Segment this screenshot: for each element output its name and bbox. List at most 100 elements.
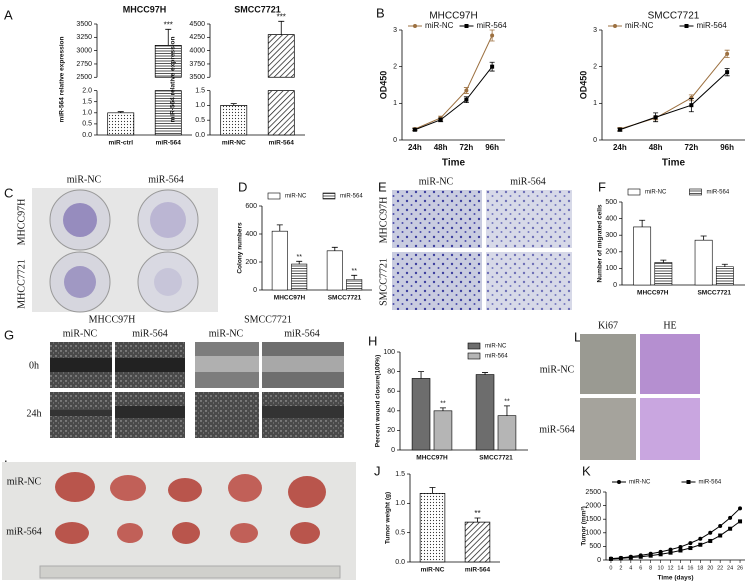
x-tick-label: 72h bbox=[684, 143, 698, 152]
series-line bbox=[619, 71, 728, 131]
panel-c: miR-NC miR-564 MHCC97H MHCC7721 bbox=[16, 174, 218, 313]
x-tick-label: SMCC7721 bbox=[479, 455, 513, 462]
x-tick-label: 0 bbox=[609, 565, 612, 571]
error-bar bbox=[429, 487, 436, 494]
bar bbox=[715, 266, 734, 286]
y-tick-label: 20 bbox=[387, 427, 395, 434]
axis-break bbox=[93, 81, 192, 86]
data-point bbox=[490, 33, 495, 38]
x-tick-label: 14 bbox=[677, 565, 683, 571]
data-point bbox=[718, 524, 723, 528]
bar bbox=[633, 226, 652, 286]
y-tick-label: 1.5 bbox=[82, 99, 92, 106]
micrograph bbox=[392, 252, 482, 310]
x-tick-label: 96h bbox=[720, 143, 734, 152]
column-label: miR-564 bbox=[284, 328, 320, 339]
data-point bbox=[728, 515, 733, 520]
legend-swatch bbox=[467, 352, 481, 360]
wound-gap bbox=[262, 356, 344, 372]
y-tick-label: 1.5 bbox=[195, 87, 205, 94]
data-point bbox=[698, 542, 703, 547]
micrograph bbox=[640, 398, 700, 460]
column-label: Ki67 bbox=[598, 320, 618, 331]
y-tick-label: 2500 bbox=[585, 489, 601, 496]
y-tick-label: 1000 bbox=[585, 530, 601, 537]
error-bar bbox=[503, 405, 510, 416]
x-tick-label: 2 bbox=[619, 565, 622, 571]
panel-letter: H bbox=[368, 333, 377, 348]
series-line bbox=[414, 66, 493, 131]
bar bbox=[433, 410, 453, 451]
y-tick-label: 0 bbox=[393, 137, 397, 144]
x-tick-label: 24h bbox=[613, 143, 627, 152]
micrograph bbox=[486, 252, 572, 310]
bar bbox=[411, 378, 431, 451]
error-bar bbox=[439, 407, 446, 411]
x-axis-label: Time bbox=[662, 158, 686, 169]
y-tick-label: 3 bbox=[393, 27, 397, 34]
panel-l: Ki67 HE miR-NC miR-564 bbox=[539, 320, 700, 460]
y-tick-label: 0.5 bbox=[82, 121, 92, 128]
colony-cluster bbox=[154, 268, 182, 296]
error-bar bbox=[482, 372, 489, 375]
row-label: MHCC97H bbox=[16, 199, 27, 246]
data-point bbox=[618, 556, 623, 561]
tumor bbox=[55, 522, 89, 544]
legend-swatch bbox=[467, 342, 481, 350]
row-label: MHCC7721 bbox=[16, 259, 27, 308]
y-tick-label: 3500 bbox=[189, 74, 205, 81]
bar bbox=[497, 415, 517, 451]
y-tick-label: 2 bbox=[593, 64, 597, 71]
data-point bbox=[653, 115, 658, 120]
panel-i: miR-NC miR-564 bbox=[2, 462, 356, 580]
y-tick-label: 0 bbox=[593, 137, 597, 144]
column-label: miR-564 bbox=[510, 176, 546, 187]
x-axis-label: Time (days) bbox=[657, 575, 693, 582]
y-tick-label: 3250 bbox=[76, 34, 92, 41]
data-point bbox=[725, 70, 730, 75]
legend-marker bbox=[617, 480, 621, 484]
y-tick-label: 3500 bbox=[76, 21, 92, 28]
data-point bbox=[658, 552, 663, 557]
bar bbox=[346, 279, 363, 291]
legend-marker bbox=[464, 24, 469, 28]
row-label: miR-564 bbox=[6, 526, 42, 537]
legend-label: miR-NC bbox=[285, 194, 307, 200]
y-axis-label: OD450 bbox=[578, 71, 588, 100]
x-tick-label: miR-564 bbox=[156, 140, 182, 147]
micrograph bbox=[195, 392, 259, 438]
legend-label: miR-564 bbox=[477, 21, 508, 30]
bar bbox=[475, 374, 495, 451]
y-tick-label: 0 bbox=[613, 282, 617, 289]
error-bar bbox=[165, 28, 172, 46]
error-bar bbox=[418, 371, 425, 379]
axis-break bbox=[206, 81, 305, 86]
x-tick-label: SMCC7721 bbox=[328, 295, 362, 302]
tumor bbox=[168, 478, 202, 502]
x-axis-label: Time bbox=[442, 158, 466, 169]
panel-letter: G bbox=[4, 327, 14, 342]
error-bar bbox=[331, 246, 338, 251]
panel-letter: D bbox=[238, 179, 247, 194]
legend-swatch bbox=[689, 188, 702, 196]
legend-label: miR-NC bbox=[485, 344, 507, 350]
error-bar bbox=[230, 103, 237, 106]
series-line bbox=[619, 53, 728, 130]
y-tick-label: 500 bbox=[605, 199, 617, 206]
y-axis-label: Tumor (mm³) bbox=[581, 506, 588, 546]
x-tick-label: 16 bbox=[687, 565, 693, 571]
data-point bbox=[738, 519, 743, 524]
tumor bbox=[228, 474, 262, 502]
y-tick-label: 1.5 bbox=[395, 471, 405, 478]
legend-label: miR-NC bbox=[625, 21, 654, 30]
data-point bbox=[412, 127, 417, 132]
x-tick-label: 26 bbox=[737, 565, 743, 571]
y-axis-label: Percent wound closure(100%) bbox=[375, 355, 382, 447]
legend-swatch bbox=[322, 192, 336, 200]
legend-marker bbox=[686, 480, 691, 484]
bar bbox=[694, 239, 713, 286]
row-label: 0h bbox=[29, 360, 39, 371]
legend-label: miR-564 bbox=[485, 354, 508, 360]
column-label: miR-564 bbox=[132, 328, 168, 339]
